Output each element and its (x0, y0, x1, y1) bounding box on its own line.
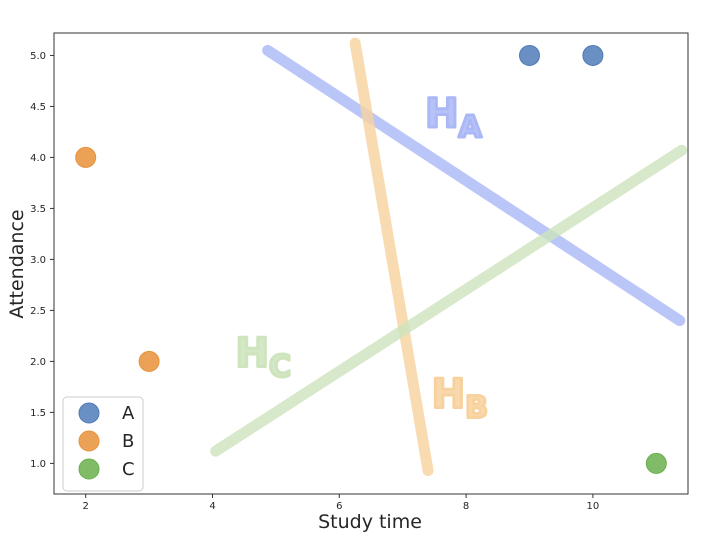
hypothesis-label-ha: HA (425, 91, 482, 145)
legend-label-c: C (122, 459, 135, 480)
y-tick-label-2.5: 2.5 (30, 306, 46, 317)
x-tick-label-6: 6 (336, 501, 342, 512)
legend-label-a: A (122, 403, 135, 424)
hypothesis-lines-layer: HA HB HC (210, 37, 688, 477)
x-axis-label: Study time (318, 511, 422, 533)
y-axis-label: Attendance (6, 209, 28, 318)
hypothesis-line-hc (210, 144, 688, 457)
hypothesis-line-ha (262, 44, 686, 327)
x-tick-label-2: 2 (83, 501, 89, 512)
point-a-1 (519, 44, 540, 66)
point-b-1 (75, 146, 97, 168)
hypothesis-label-hb: HB (432, 371, 488, 425)
y-tick-label-2.0: 2.0 (30, 357, 46, 368)
legend: ABC (62, 396, 144, 492)
legend-marker-a (78, 402, 100, 424)
point-c-1 (645, 452, 667, 474)
y-tick-label-4.5: 4.5 (30, 102, 46, 113)
y-tick-label-3.5: 3.5 (30, 204, 46, 215)
x-tick-label-4: 4 (209, 501, 215, 512)
x-tick-label-8: 8 (463, 501, 469, 512)
plot-frame (53, 32, 689, 495)
y-tick-label-3.0: 3.0 (30, 255, 46, 266)
y-tick-label-4.0: 4.0 (30, 153, 46, 164)
x-tick-label-10: 10 (587, 501, 600, 512)
hypothesis-label-hc: HC (235, 331, 291, 385)
legend-label-b: B (122, 431, 134, 452)
y-tick-label-5.0: 5.0 (30, 51, 46, 62)
y-tick-label-1.0: 1.0 (30, 459, 46, 470)
hypothesis-line-hb (349, 37, 434, 477)
legend-marker-c (78, 458, 100, 480)
axis-ticks-layer: 2 4 6 8 10 1.0 1.5 2.0 2.5 3.0 3.5 4.0 4.5 5.0 (30, 51, 599, 512)
data-points-layer (75, 44, 667, 474)
point-b-2 (138, 350, 160, 372)
y-tick-label-1.5: 1.5 (30, 408, 46, 419)
legend-marker-b (78, 430, 100, 452)
point-a-2 (582, 44, 604, 66)
